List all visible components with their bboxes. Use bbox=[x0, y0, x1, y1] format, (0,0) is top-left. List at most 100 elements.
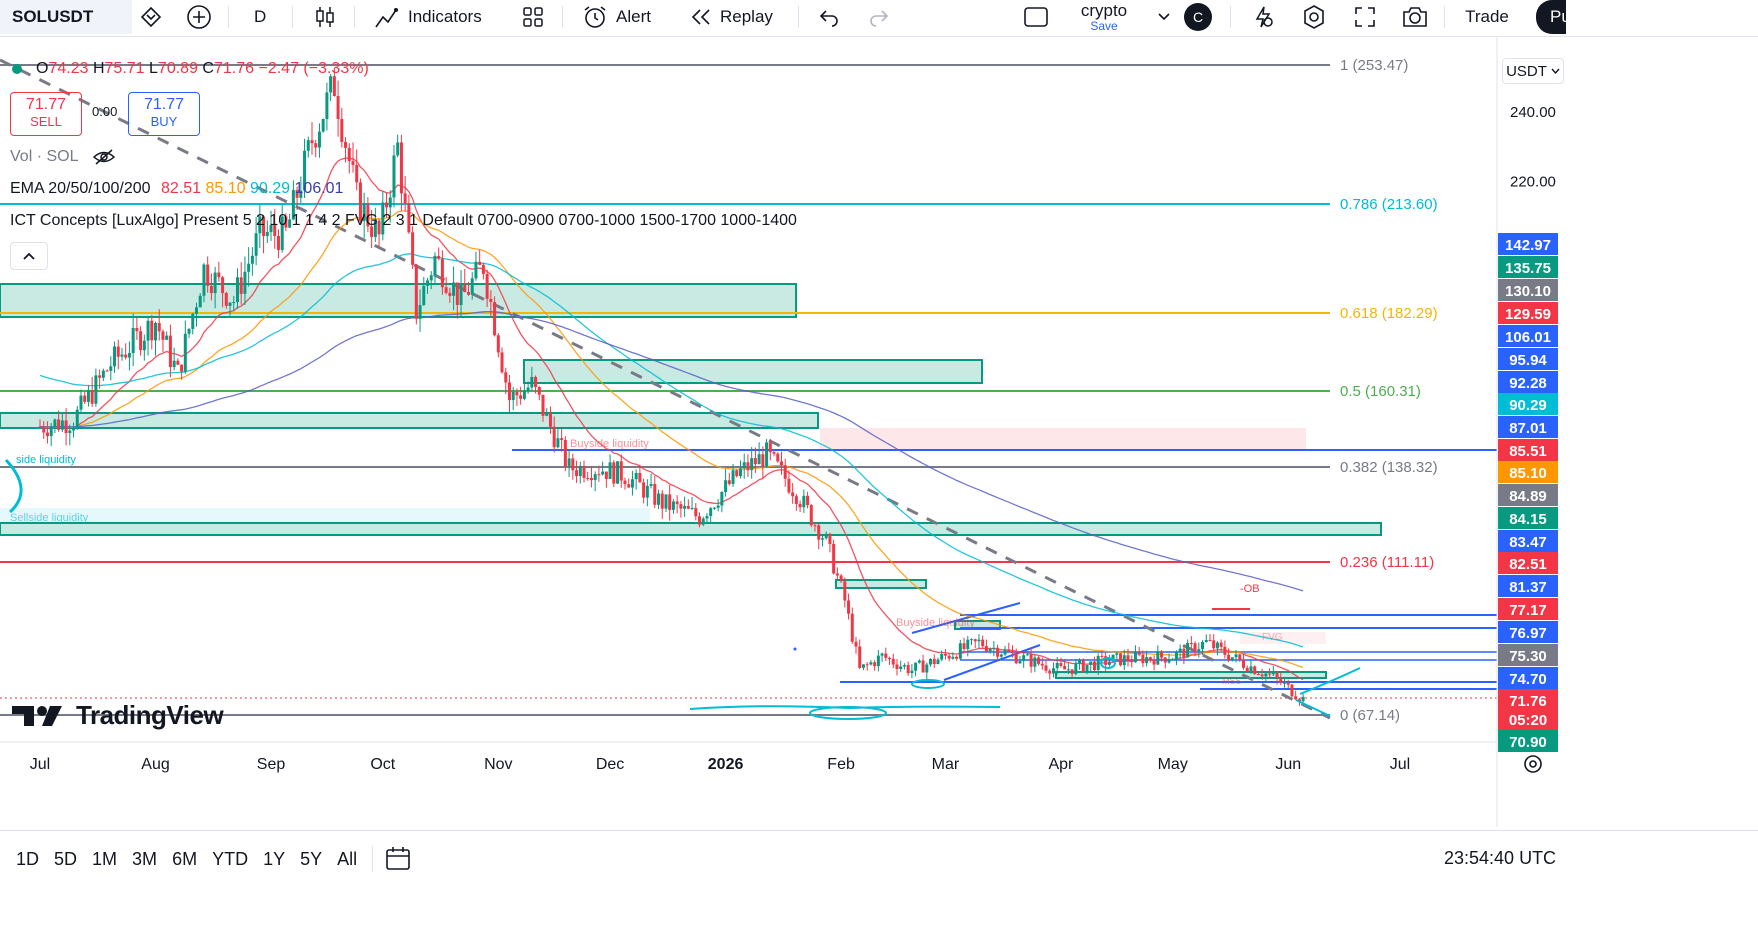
range-button-all[interactable]: All bbox=[337, 848, 358, 869]
layout-name[interactable]: crypto Save bbox=[1068, 0, 1140, 34]
candle-body bbox=[731, 470, 735, 484]
candle-body bbox=[1141, 654, 1145, 664]
candle-body bbox=[1010, 651, 1014, 654]
candle-body bbox=[224, 292, 228, 306]
x-tick-label: Mar bbox=[932, 756, 960, 773]
compare-icon[interactable] bbox=[136, 0, 166, 34]
candle-body bbox=[1160, 651, 1164, 658]
calendar-icon[interactable] bbox=[384, 844, 412, 877]
range-selector: 1D 5D 1M 3M 6M YTD 1Y 5Y All bbox=[16, 830, 357, 888]
candle-body bbox=[1029, 654, 1033, 667]
candle-body bbox=[414, 264, 418, 319]
symbol-search[interactable]: SOLUSDT bbox=[0, 0, 132, 34]
chevron-down-icon bbox=[1551, 68, 1560, 74]
sellside-liquidity-label: side liquidity bbox=[16, 454, 76, 466]
candle-body bbox=[426, 280, 430, 286]
undo-icon[interactable] bbox=[816, 0, 842, 34]
range-button-1y[interactable]: 1Y bbox=[263, 848, 286, 869]
candle-body bbox=[154, 323, 158, 341]
candle-body bbox=[239, 277, 243, 294]
layout-select-icon[interactable] bbox=[1022, 0, 1050, 34]
range-button-1m[interactable]: 1M bbox=[92, 848, 118, 869]
candle-body bbox=[49, 426, 53, 437]
candle-body bbox=[448, 292, 452, 296]
trade-button[interactable]: Trade bbox=[1450, 0, 1524, 34]
candle-body bbox=[124, 354, 128, 358]
candle-body bbox=[724, 480, 728, 493]
price-badge bbox=[1498, 461, 1558, 483]
candle-body bbox=[776, 453, 780, 462]
candle-body bbox=[999, 654, 1003, 657]
publish-button[interactable]: Pu bbox=[1536, 0, 1571, 34]
x-tick-label: Dec bbox=[596, 756, 624, 773]
range-button-3m[interactable]: 3M bbox=[132, 848, 158, 869]
x-tick-label: Oct bbox=[370, 756, 395, 773]
candle-body bbox=[530, 376, 534, 388]
indicators-button[interactable]: Indicators bbox=[374, 0, 482, 34]
candle-body bbox=[593, 474, 597, 481]
settings-icon[interactable] bbox=[1300, 0, 1328, 34]
candle-body bbox=[146, 320, 150, 341]
range-button-1d[interactable]: 1D bbox=[16, 848, 40, 869]
add-symbol-icon[interactable] bbox=[184, 0, 214, 34]
eye-off-icon[interactable] bbox=[92, 148, 116, 166]
range-button-5y[interactable]: 5Y bbox=[300, 848, 323, 869]
axis-settings-icon bbox=[1529, 760, 1537, 768]
price-badge bbox=[1498, 552, 1558, 574]
candle-body bbox=[552, 426, 556, 448]
chevron-down-icon[interactable] bbox=[1156, 0, 1172, 34]
replay-button[interactable]: Replay bbox=[690, 0, 773, 34]
collapse-legend-button[interactable] bbox=[10, 242, 48, 270]
candle-body bbox=[768, 442, 772, 453]
candle-body bbox=[1152, 659, 1156, 665]
candle-body bbox=[1301, 696, 1305, 702]
candle-body bbox=[675, 501, 679, 505]
range-button-6m[interactable]: 6M bbox=[172, 848, 198, 869]
candle-body bbox=[906, 665, 910, 674]
candle-body bbox=[660, 493, 664, 509]
x-tick-label: Jul bbox=[30, 756, 50, 773]
range-button-ytd[interactable]: YTD bbox=[212, 848, 249, 869]
buy-button[interactable]: 71.77 BUY bbox=[128, 92, 200, 136]
quick-search-icon[interactable] bbox=[1250, 0, 1276, 34]
ema20-line bbox=[39, 157, 1304, 681]
toolbar-divider bbox=[798, 6, 799, 28]
candle-body bbox=[835, 573, 839, 576]
sellside-liquidity-zone bbox=[0, 508, 650, 522]
sell-button[interactable]: 71.77 SELL bbox=[10, 92, 82, 136]
candle-body bbox=[791, 492, 795, 497]
range-button-5d[interactable]: 5D bbox=[54, 848, 78, 869]
candle-body bbox=[1256, 674, 1260, 676]
candle-body bbox=[1167, 660, 1171, 663]
spread-value: 0.00 bbox=[92, 104, 118, 119]
price-badge bbox=[1498, 598, 1558, 620]
alert-button[interactable]: Alert bbox=[582, 0, 651, 34]
candle-body bbox=[1282, 682, 1286, 684]
candle-body bbox=[165, 335, 169, 340]
candle-body bbox=[671, 501, 675, 510]
camera-icon[interactable] bbox=[1400, 0, 1430, 34]
interval-button[interactable]: D bbox=[254, 0, 266, 34]
candle-body bbox=[493, 302, 497, 336]
candle-body bbox=[720, 492, 724, 506]
avatar[interactable]: C bbox=[1184, 0, 1212, 34]
candle-body bbox=[608, 462, 612, 479]
ema100-value: 90.29 bbox=[250, 180, 291, 197]
tradingview-logo-icon bbox=[12, 705, 62, 726]
candle-body bbox=[1286, 682, 1290, 685]
fullscreen-icon[interactable] bbox=[1352, 0, 1378, 34]
candle-body bbox=[902, 665, 906, 667]
price-chart[interactable]: 1 (253.47) 0.786 (213.60) 0.618 (182.29) 0.… bbox=[0, 37, 1758, 827]
candle-body bbox=[366, 203, 370, 227]
templates-icon[interactable] bbox=[520, 0, 546, 34]
redo-icon[interactable] bbox=[866, 0, 892, 34]
candle-body bbox=[1260, 674, 1264, 677]
toolbar-divider bbox=[354, 6, 355, 28]
candles-icon[interactable] bbox=[312, 0, 338, 34]
price-badge bbox=[1498, 416, 1558, 438]
currency-select[interactable]: USDT bbox=[1502, 58, 1564, 84]
candle-body bbox=[176, 360, 180, 365]
candle-body bbox=[385, 202, 389, 208]
utc-clock[interactable]: 23:54:40 UTC bbox=[1444, 848, 1557, 868]
order-block-zone bbox=[0, 283, 797, 318]
